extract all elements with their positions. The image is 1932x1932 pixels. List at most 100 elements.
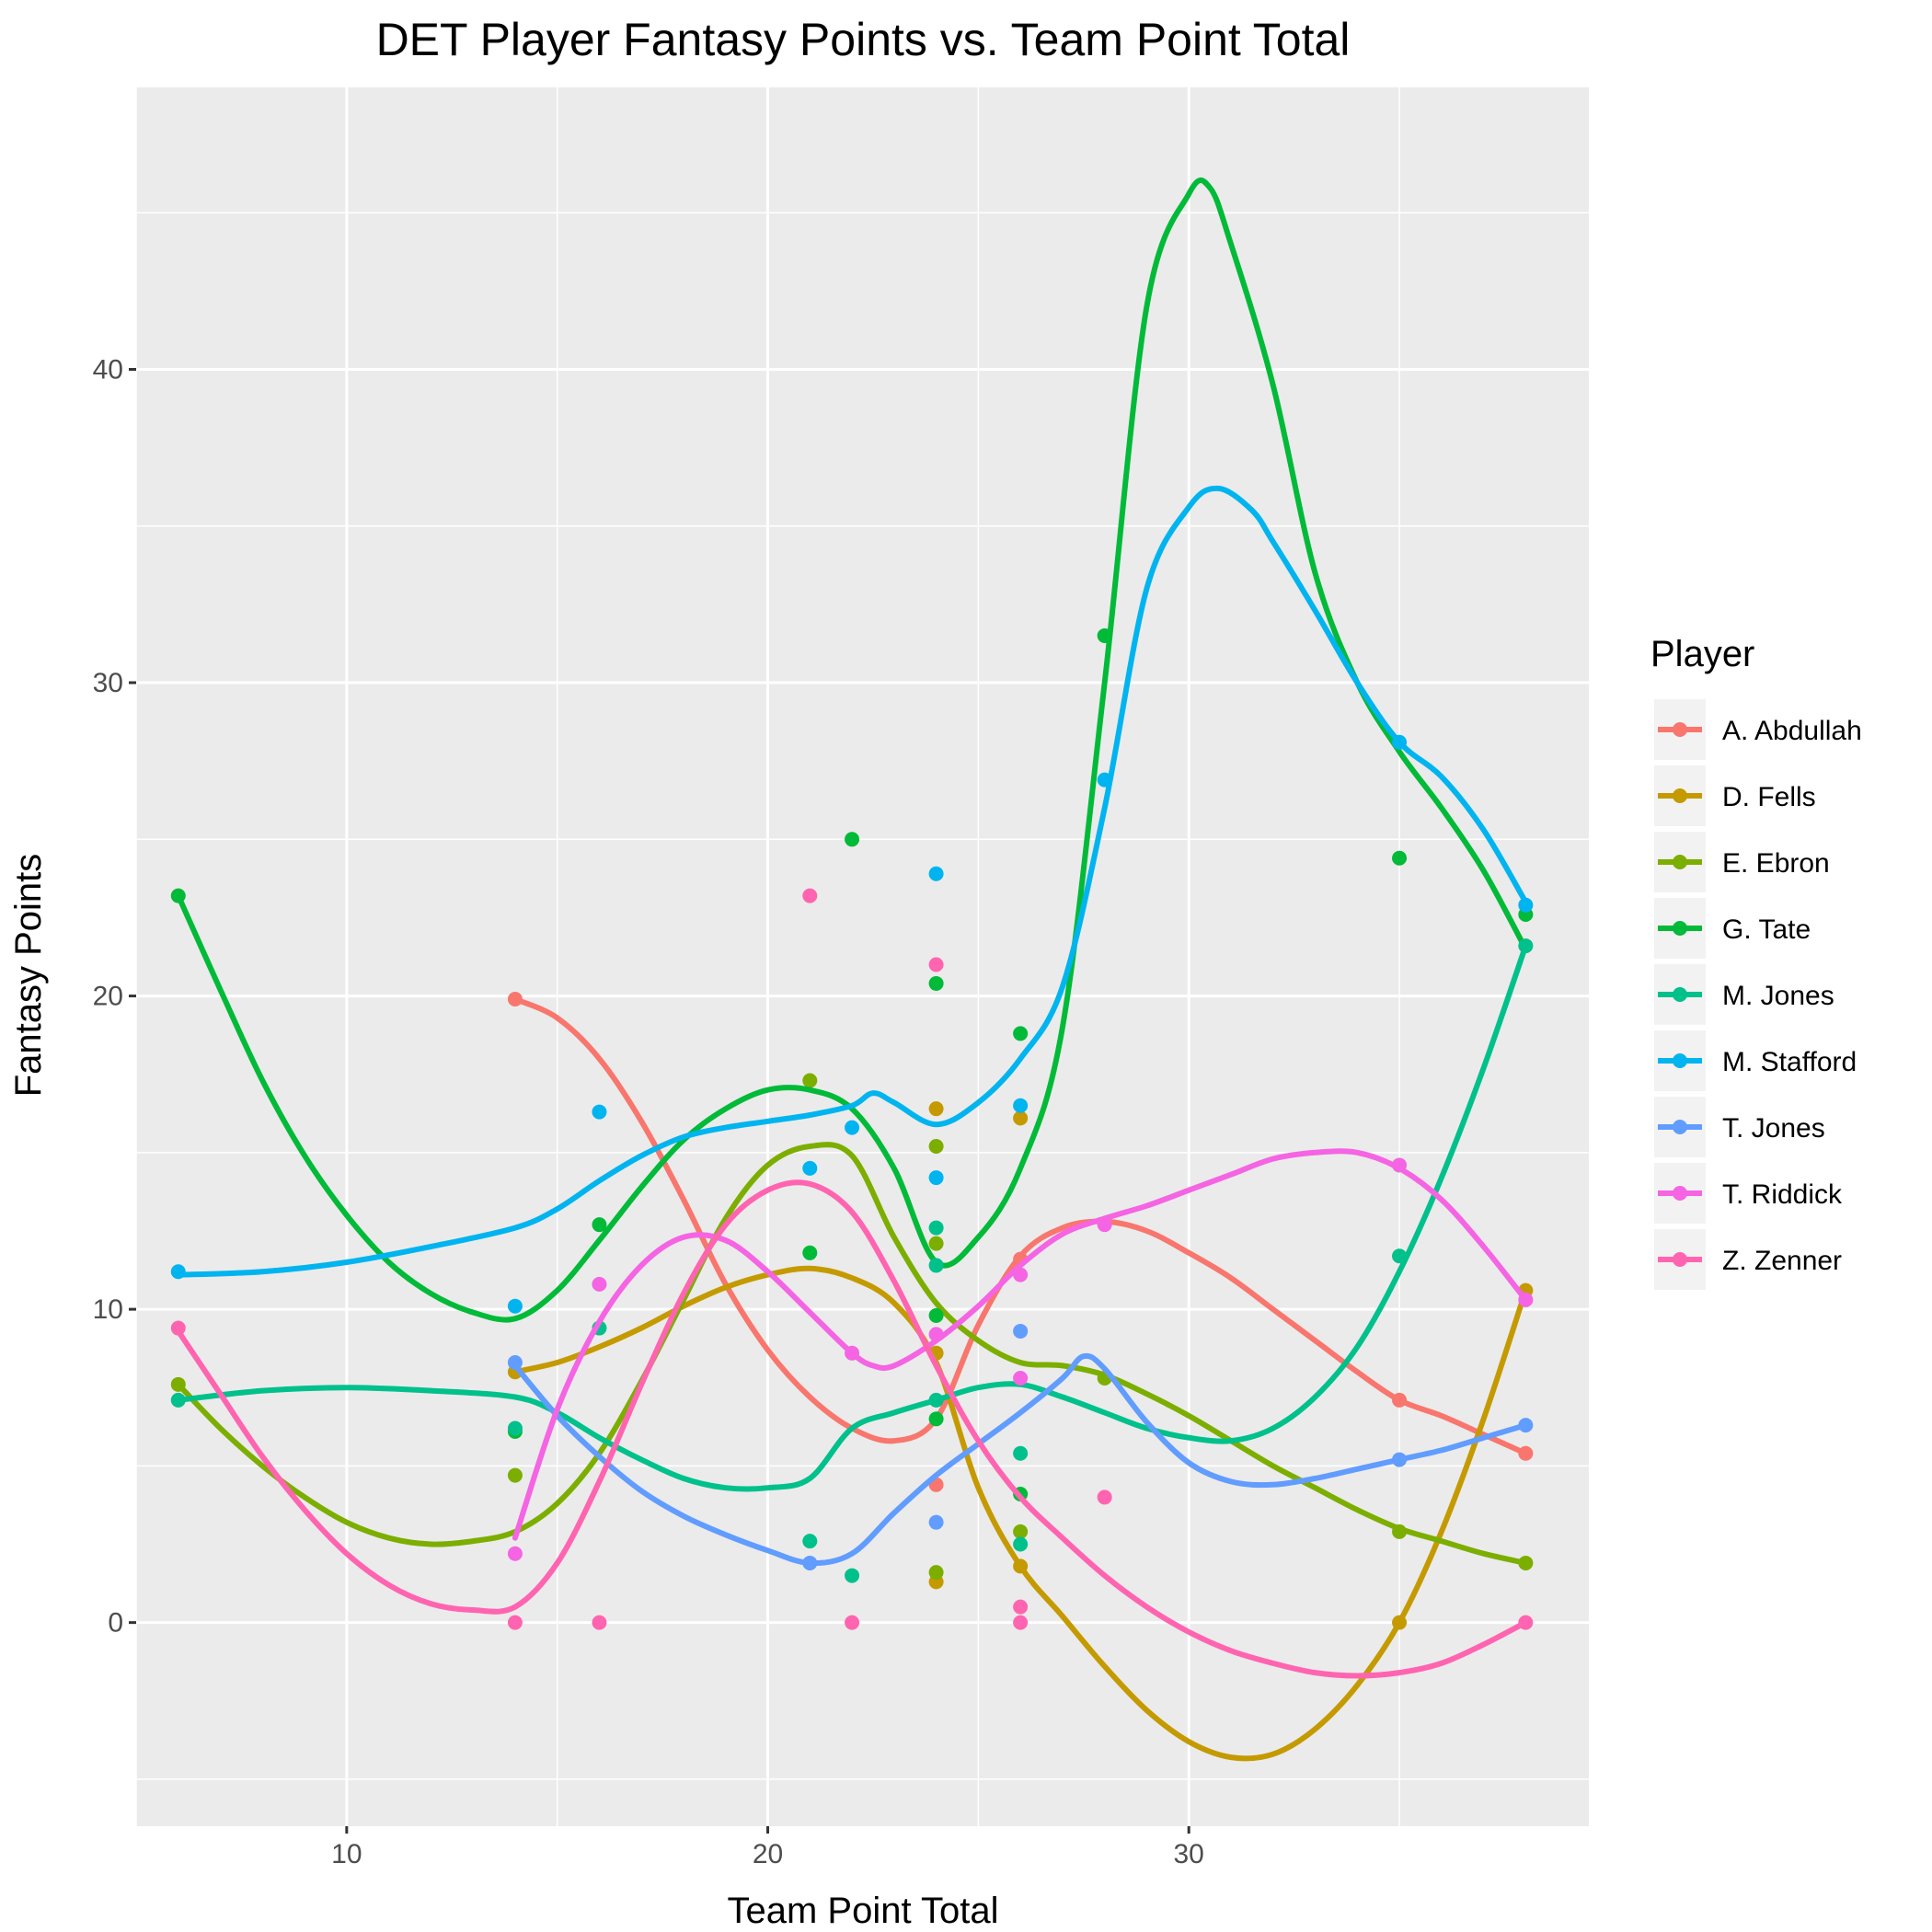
data-point-g-tate [592,1217,607,1233]
x-tick-label: 10 [331,1839,362,1869]
data-point-m-stafford [507,1298,523,1314]
data-point-a-abdullah [507,991,523,1006]
legend: Player A. Abdullah D. Fells E. Ebron G. Tat… [1650,634,1862,1290]
data-point-z-zenner [1518,1615,1534,1630]
series-e-ebron [170,1073,1534,1581]
series-t-riddick [507,1148,1534,1561]
legend-item-a-abdullah: A. Abdullah [1654,699,1862,760]
legend-label-g-tate: G. Tate [1722,914,1811,945]
data-point-t-jones [507,1355,523,1370]
legend-key-point-g-tate [1673,921,1687,936]
data-point-t-riddick [845,1345,860,1361]
legend-key-point-m-jones [1673,987,1687,1002]
legend-label-z-zenner: Z. Zenner [1722,1246,1842,1276]
data-point-d-fells [928,1101,944,1117]
data-point-t-jones [1392,1452,1408,1467]
chart-title: DET Player Fantasy Points vs. Team Point… [376,14,1351,65]
data-point-t-jones [928,1514,944,1530]
series-z-zenner [170,888,1534,1679]
legend-key-point-t-riddick [1673,1186,1687,1201]
legend-label-t-riddick: T. Riddick [1722,1179,1843,1210]
x-tick-label: 30 [1174,1839,1204,1869]
tick-labels: 10 20 30 0 10 20 30 40 [93,354,1204,1869]
data-point-m-jones [1013,1445,1029,1461]
series-line-t-riddick [512,1148,1529,1541]
data-point-t-jones [802,1555,818,1570]
y-tick-label: 30 [93,668,123,698]
legend-item-t-riddick: T. Riddick [1654,1163,1843,1224]
data-point-z-zenner [170,1320,186,1336]
series-line-m-stafford [175,485,1529,1278]
data-point-m-stafford [802,1160,818,1176]
y-tick-label: 0 [108,1608,123,1639]
legend-key-point-d-fells [1673,788,1687,803]
data-point-d-fells [1392,1615,1408,1630]
data-point-g-tate [928,1411,944,1427]
series-m-jones [170,938,1534,1583]
data-point-m-jones [1518,938,1534,954]
legend-label-e-ebron: E. Ebron [1722,848,1830,879]
legend-key-point-e-ebron [1673,855,1687,869]
series-m-stafford [170,485,1534,1314]
grid-major [136,87,1589,1826]
data-point-d-fells [1013,1558,1029,1574]
data-point-g-tate [1097,627,1112,643]
data-point-m-stafford [170,1264,186,1280]
legend-key-point-t-jones [1673,1120,1687,1134]
data-point-m-jones [928,1392,944,1408]
legend-label-d-fells: D. Fells [1722,782,1816,812]
data-point-m-jones [845,1568,860,1583]
series-a-abdullah [507,991,1534,1492]
series-g-tate [170,177,1534,1502]
data-point-t-riddick [592,1276,607,1292]
data-point-t-riddick [507,1546,523,1561]
grid-minor [135,87,1589,1826]
series-line-t-jones [512,1352,1529,1567]
legend-title: Player [1650,634,1754,674]
x-tick-label: 20 [753,1839,783,1869]
legend-key-point-z-zenner [1673,1252,1687,1267]
data-point-z-zenner [928,957,944,972]
series-line-m-jones [175,943,1529,1492]
data-point-e-ebron [802,1073,818,1088]
data-point-e-ebron [1518,1555,1534,1570]
legend-label-m-stafford: M. Stafford [1722,1047,1857,1077]
legend-item-g-tate: G. Tate [1654,898,1811,959]
data-point-g-tate [1392,850,1408,866]
data-point-z-zenner [507,1615,523,1630]
data-point-m-jones [1392,1248,1408,1264]
data-point-e-ebron [507,1467,523,1483]
data-point-e-ebron [1013,1524,1029,1539]
y-tick-label: 10 [93,1294,123,1325]
data-point-m-jones [928,1220,944,1236]
plot-panel [136,87,1589,1826]
data-point-e-ebron [928,1139,944,1155]
data-point-g-tate [928,975,944,991]
data-point-m-jones [1013,1536,1029,1552]
data-point-m-jones [170,1392,186,1408]
data-point-z-zenner [845,1615,860,1630]
series-line-g-tate [175,177,1529,1323]
series-line-d-fells [512,1265,1529,1762]
legend-key-point-m-stafford [1673,1053,1687,1068]
data-point-g-tate [845,832,860,847]
data-point-g-tate [1013,1026,1029,1041]
legend-item-m-stafford: M. Stafford [1654,1030,1857,1091]
series-t-jones [507,1323,1534,1570]
data-point-m-jones [802,1534,818,1549]
data-point-t-riddick [1392,1157,1408,1173]
legend-item-z-zenner: Z. Zenner [1654,1229,1842,1290]
legend-item-t-jones: T. Jones [1654,1097,1825,1157]
data-point-t-jones [1013,1323,1029,1339]
data-point-g-tate [802,1245,818,1260]
data-point-e-ebron [928,1236,944,1251]
series-line-a-abdullah [512,996,1529,1456]
data-point-e-ebron [928,1565,944,1581]
legend-key-point-a-abdullah [1673,722,1687,737]
data-point-e-ebron [1392,1524,1408,1539]
data-point-t-riddick [1013,1371,1029,1386]
legend-items: A. Abdullah D. Fells E. Ebron G. Tate M. Jon… [1654,699,1862,1290]
data-point-z-zenner [802,888,818,903]
data-point-m-stafford [928,866,944,881]
